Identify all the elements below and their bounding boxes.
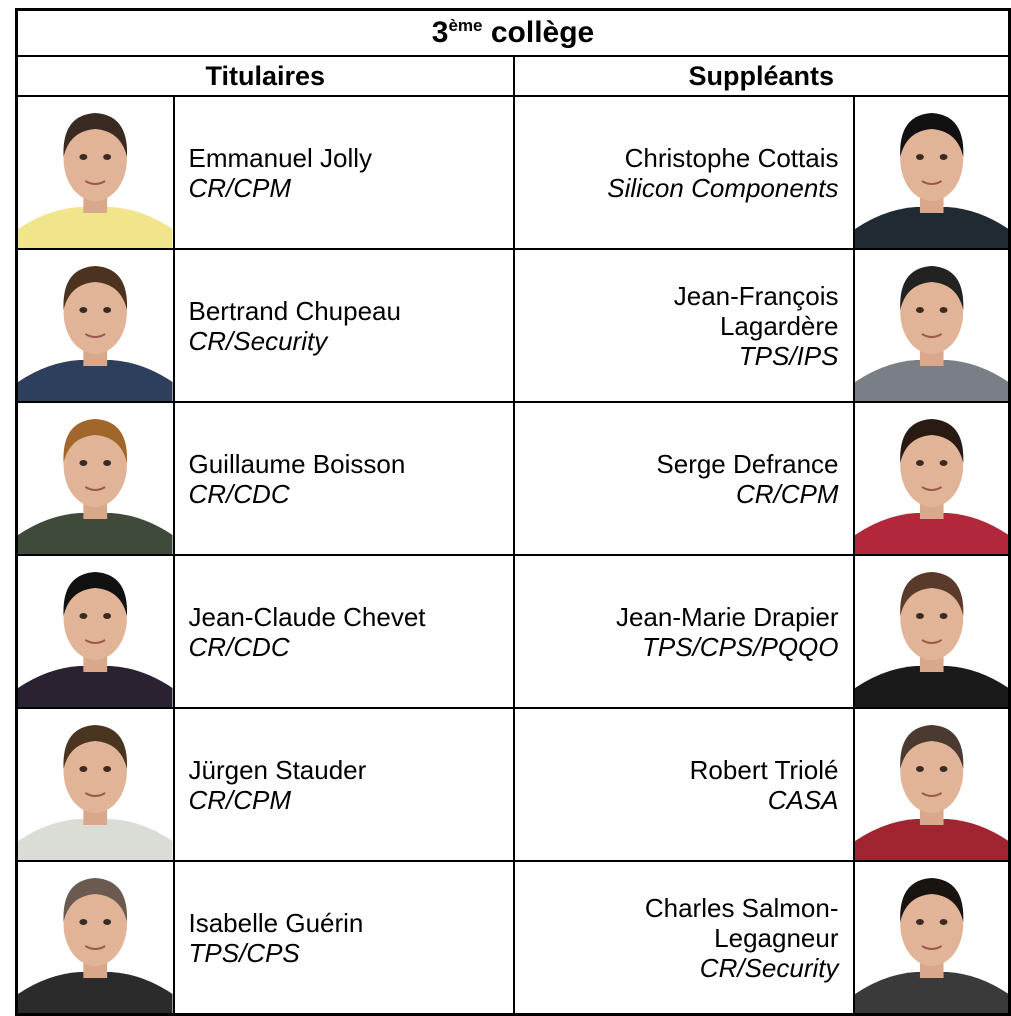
photo-cell	[15, 707, 175, 862]
person-name: Guillaume Boisson	[188, 448, 406, 479]
person-cell: Jean-Claude Chevet CR/CDC	[172, 554, 515, 709]
portrait	[18, 725, 173, 860]
portrait	[18, 113, 173, 248]
college-table: 3ème collège Titulaires Suppléants Emman…	[15, 8, 1011, 1016]
person-row: Jean-Claude Chevet CR/CDC Jean-Marie Drapi…	[15, 554, 1011, 709]
photo-cell	[15, 248, 175, 403]
photo-cell	[852, 248, 1011, 403]
person-unit: CR/CPM	[188, 784, 292, 815]
photo-cell	[852, 95, 1011, 250]
person-cell: Charles Salmon- Legagneur CR/Security	[512, 860, 855, 1016]
person-row: Jürgen Stauder CR/CPM Robert Triolé CASA	[15, 707, 1011, 862]
person-row: Isabelle Guérin TPS/CPS Charles Salmon- Leg…	[15, 860, 1011, 1016]
person-name: Serge Defrance	[656, 448, 839, 479]
person-name: Charles Salmon-	[644, 892, 839, 923]
person-cell: Robert Triolé CASA	[512, 707, 855, 862]
photo-cell	[852, 860, 1011, 1016]
column-header: Suppléants	[512, 55, 1011, 97]
person-unit: TPS/IPS	[738, 340, 839, 371]
person-cell: Jean-François Lagardère TPS/IPS	[512, 248, 855, 403]
person-name: Jean-Claude Chevet	[188, 601, 426, 632]
portrait	[18, 419, 173, 554]
photo-cell	[852, 554, 1011, 709]
portrait	[854, 572, 1008, 707]
photo-cell	[852, 401, 1011, 556]
person-unit: CR/CDC	[188, 631, 290, 662]
person-row: Emmanuel Jolly CR/CPM Christophe Cottais Si…	[15, 95, 1011, 250]
portrait	[18, 878, 173, 1013]
person-name: Legagneur	[714, 922, 839, 953]
person-name: Robert Triolé	[689, 754, 839, 785]
person-name: Lagardère	[719, 310, 839, 341]
person-cell: Christophe Cottais Silicon Components	[512, 95, 855, 250]
person-unit: CR/CDC	[188, 478, 290, 509]
person-cell: Isabelle Guérin TPS/CPS	[172, 860, 515, 1016]
person-unit: TPS/CPS	[188, 937, 300, 968]
person-cell: Serge Defrance CR/CPM	[512, 401, 855, 556]
person-name: Bertrand Chupeau	[188, 295, 401, 326]
title-number: 3	[431, 16, 449, 49]
table-body: Emmanuel Jolly CR/CPM Christophe Cottais Si…	[15, 95, 1011, 1016]
portrait	[854, 725, 1008, 860]
person-unit: CR/CPM	[735, 478, 839, 509]
person-name: Jean-François	[673, 280, 839, 311]
person-cell: Guillaume Boisson CR/CDC	[172, 401, 515, 556]
person-cell: Emmanuel Jolly CR/CPM	[172, 95, 515, 250]
photo-cell	[15, 860, 175, 1016]
portrait	[854, 419, 1008, 554]
person-name: Jean-Marie Drapier	[615, 601, 839, 632]
person-unit: CASA	[767, 784, 839, 815]
photo-cell	[852, 707, 1011, 862]
person-row: Guillaume Boisson CR/CDC Serge Defrance CR/…	[15, 401, 1011, 556]
person-unit: Silicon Components	[607, 172, 839, 203]
photo-cell	[15, 401, 175, 556]
person-unit: TPS/CPS/PQQO	[642, 631, 839, 662]
person-name: Jürgen Stauder	[188, 754, 367, 785]
person-cell: Jürgen Stauder CR/CPM	[172, 707, 515, 862]
title-text: collège	[490, 16, 595, 49]
portrait	[854, 266, 1008, 401]
person-cell: Jean-Marie Drapier TPS/CPS/PQQO	[512, 554, 855, 709]
person-row: Bertrand Chupeau CR/Security Jean-François…	[15, 248, 1011, 403]
person-cell: Bertrand Chupeau CR/Security	[172, 248, 515, 403]
portrait	[18, 572, 173, 707]
column-header: Titulaires	[15, 55, 515, 97]
person-name: Christophe Cottais	[624, 142, 839, 173]
photo-cell	[15, 95, 175, 250]
portrait	[854, 113, 1008, 248]
portrait	[18, 266, 173, 401]
person-unit: CR/CPM	[188, 172, 292, 203]
portrait	[854, 878, 1008, 1013]
person-unit: CR/Security	[188, 325, 328, 356]
title-cell: 3ème collège	[15, 8, 1011, 57]
person-unit: CR/Security	[699, 952, 839, 983]
title-superscript: ème	[448, 16, 483, 35]
person-name: Emmanuel Jolly	[188, 142, 373, 173]
photo-cell	[15, 554, 175, 709]
person-name: Isabelle Guérin	[188, 907, 364, 938]
